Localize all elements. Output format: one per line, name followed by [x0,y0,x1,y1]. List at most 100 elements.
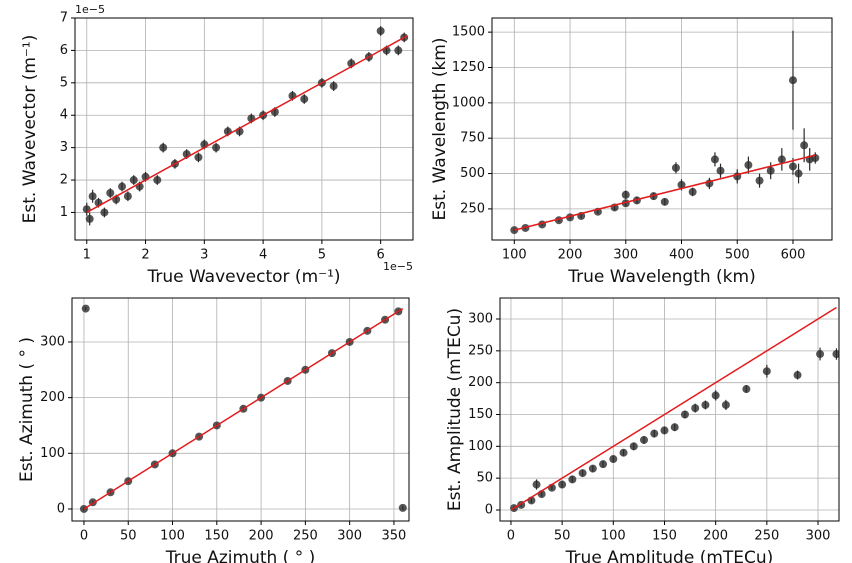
y-tick-label: 750 [460,131,485,146]
x-axis-label: True Amplitude (mTECu) [565,548,774,563]
x-tick-label: 100 [601,529,626,544]
point [816,350,825,359]
point [599,460,608,469]
y-tick-label: 200 [468,375,493,390]
point [568,475,577,484]
x-tick-label: 0 [80,529,88,544]
point [788,76,797,85]
point [106,189,115,198]
point [755,176,764,185]
x-tick-label: 250 [754,529,779,544]
y-tick-label: 1500 [452,25,485,40]
plot-area [82,26,409,226]
point [710,155,719,164]
point [677,180,686,189]
x-tick-label: 100 [160,529,185,544]
x-axis-label: True Wavevector (m⁻¹) [146,267,340,287]
y-tick-label: 250 [460,201,485,216]
y-tick-label: 2 [60,173,68,188]
point [100,208,109,217]
point [721,400,730,409]
point [300,95,309,104]
x-tick-label: 300 [337,529,362,544]
plot-area [510,306,839,513]
point [153,176,162,185]
y-tick-label: 4 [60,108,68,123]
point [194,153,203,162]
y-tick-label: 150 [468,407,493,422]
axes-frame [71,297,410,522]
fit-line [514,154,816,231]
y-tick-label: 1000 [452,95,485,110]
subplot: 100 200 300 400 500 600 250 500 750 1000 1250 1500 T… [430,17,833,287]
y-tick-label: 200 [40,390,65,405]
y-tick-label: 300 [40,334,65,349]
plot-area [510,30,820,235]
point [619,448,628,457]
point [588,464,597,473]
x-tick-label: 150 [652,529,677,544]
point [212,143,221,152]
point [766,166,775,175]
point [129,176,138,185]
y-axis-label: Est. Wavelength (km) [430,38,450,221]
x-tick-label: 50 [120,529,137,544]
point [329,82,338,91]
point [81,304,90,313]
y-tick-label: 300 [468,312,493,327]
y-axis-label: Est. Azimuth ( ° ) [17,337,37,482]
x-tick-label: 5 [318,248,326,263]
point [118,182,127,191]
y-tick-label: 0 [57,501,65,516]
point [744,161,753,170]
point [742,385,751,394]
y-axis-label: Est. Amplitude (mTECu) [445,308,465,511]
y-tick-label: 250 [468,343,493,358]
point [640,435,649,444]
y-tick-label: 1250 [452,60,485,75]
x-tick-label: 400 [669,248,694,263]
point [701,400,710,409]
point [621,190,630,199]
x-tick-label: 200 [558,248,583,263]
point [832,350,839,359]
x-tick-label: 200 [703,529,728,544]
x-tick-label: 2 [141,248,149,263]
y-tick-label: 1 [60,205,68,220]
x-tick-label: 350 [382,529,407,544]
x-tick-label: 3 [200,248,208,263]
x-tick-label: 0 [507,529,515,544]
point [777,155,786,164]
fit-line [86,35,408,214]
x-offset-label: 1e−5 [383,260,413,273]
point [394,46,403,55]
point [762,367,771,376]
subplot: 1 2 3 4 5 6 1 2 3 4 5 6 7 True Wavevector (m⁻¹) Est. W… [20,3,414,287]
point [788,162,797,171]
y-tick-label: 5 [60,75,68,90]
x-tick-label: 300 [806,529,831,544]
fit-line [83,307,404,510]
point [691,404,700,413]
point [398,503,407,512]
point [670,423,679,432]
x-tick-label: 4 [259,248,267,263]
x-axis-label: True Wavelength (km) [567,267,755,287]
point [671,163,680,172]
point [660,426,669,435]
point [629,442,638,451]
y-tick-label: 500 [460,166,485,181]
point [88,192,97,201]
point [85,214,94,223]
x-tick-label: 200 [249,529,274,544]
x-tick-label: 6 [377,248,385,263]
point [650,429,659,438]
point [688,187,697,196]
point [376,26,385,35]
y-tick-label: 3 [60,140,68,155]
x-tick-label: 250 [293,529,318,544]
point [578,469,587,478]
point [800,141,809,150]
x-tick-label: 150 [204,529,229,544]
point [609,455,618,464]
